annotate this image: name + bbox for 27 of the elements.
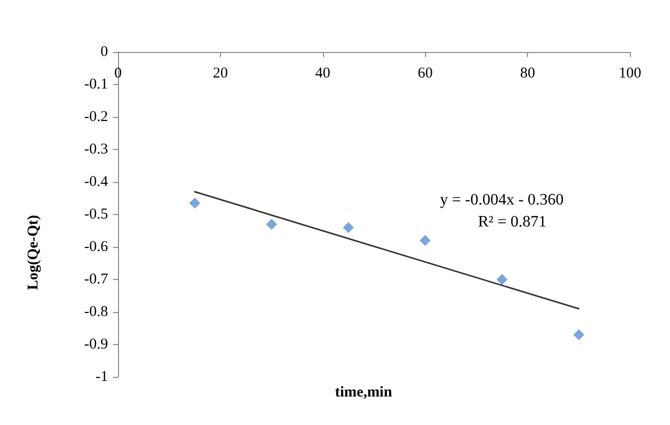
annotation: y = -0.004x - 0.360: [440, 192, 564, 208]
y-tick-label: 0: [100, 44, 108, 60]
y-tick-label: -0.6: [84, 239, 108, 255]
x-axis-title: time,min: [335, 384, 393, 400]
x-tick-label: 40: [315, 66, 330, 82]
point: [266, 218, 278, 230]
y-tick-label: -0.3: [84, 142, 108, 158]
x-tick-label: 80: [520, 66, 536, 82]
point: [496, 274, 508, 285]
y-tick-label: -0.1: [84, 76, 108, 92]
point: [342, 222, 354, 233]
y-tick-label: -0.9: [84, 336, 108, 352]
y-tick-label: -0.2: [84, 109, 108, 125]
x-tick-label: 100: [618, 66, 642, 82]
y-tick-label: -0.8: [84, 304, 108, 320]
y-tick-label: -0.4: [84, 174, 108, 190]
point: [189, 198, 200, 209]
y-axis-title: Log(Qe-Qt): [26, 214, 42, 290]
y-tick-label: -0.5: [84, 206, 108, 222]
x-tick-label: 60: [418, 66, 433, 82]
point: [420, 235, 431, 246]
y-tick-label: -1: [96, 369, 108, 385]
x-tick-label: 0: [114, 66, 122, 82]
annotation: R² = 0.871: [478, 214, 546, 230]
point: [573, 329, 584, 340]
y-tick-label: -0.7: [84, 272, 108, 288]
x-tick-label: 20: [212, 66, 228, 82]
